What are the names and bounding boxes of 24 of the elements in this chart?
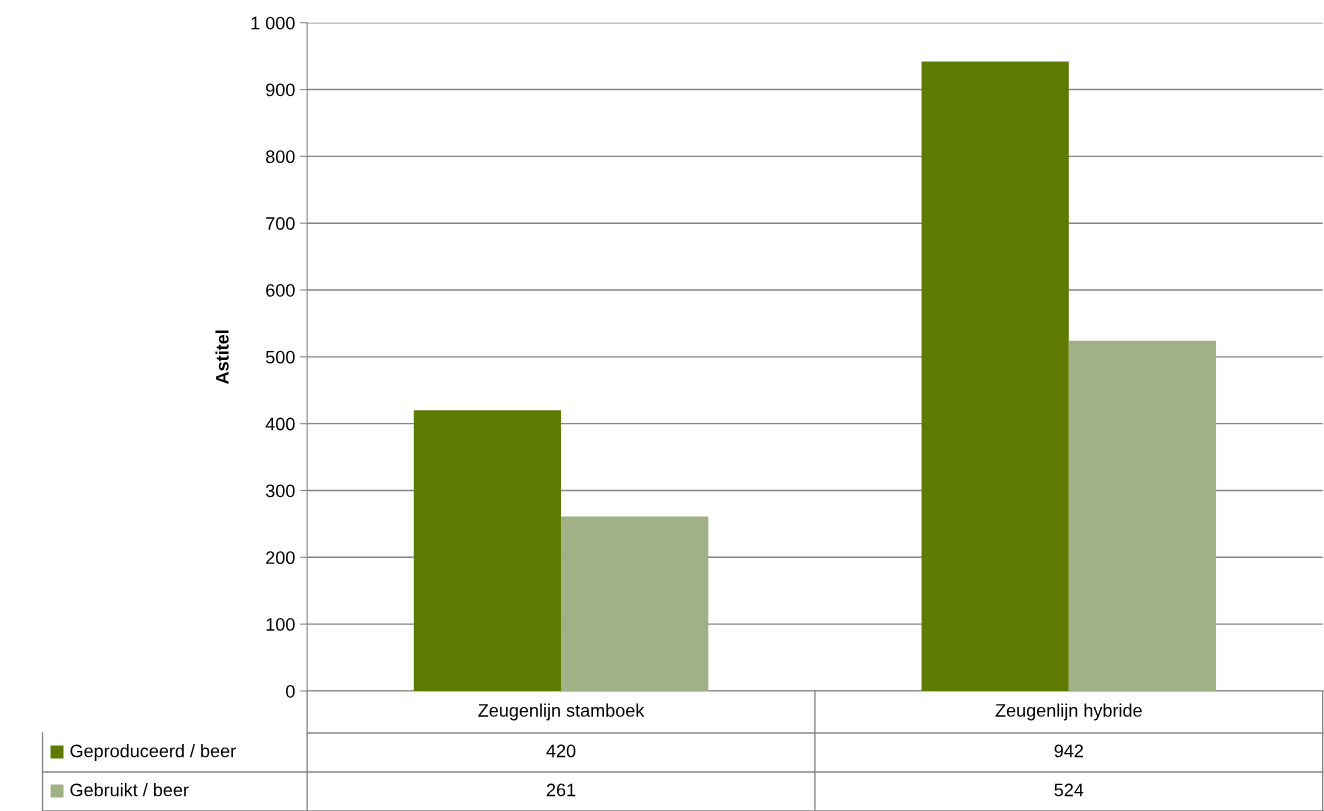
- y-tick-label: 300: [265, 484, 295, 498]
- legend-label: Gebruikt / beer: [70, 783, 189, 797]
- y-tick-label: 400: [265, 417, 295, 431]
- y-tick-label: 900: [266, 83, 295, 97]
- x-tick-label: Zeugenlijn hybride: [995, 703, 1142, 721]
- y-tick-label: 100: [266, 618, 295, 631]
- data-label: 524: [1054, 783, 1084, 797]
- bar: [413, 410, 562, 691]
- y-tick-label: 800: [266, 150, 295, 164]
- y-tick-label: 600: [266, 283, 295, 297]
- y-tick-label: 200: [266, 551, 295, 565]
- x-tick-label: Zeugenlijn stamboek: [478, 703, 645, 721]
- legend-label: Geproduceerd / beer: [70, 744, 236, 761]
- y-axis-title: Astitel: [215, 330, 229, 384]
- y-tick-label: 500: [265, 350, 295, 364]
- y-tick-label: 0: [286, 684, 295, 698]
- data-label: 942: [1054, 744, 1083, 758]
- bar: [1068, 340, 1217, 691]
- data-label: 261: [546, 783, 576, 797]
- y-tick-label: 1 000: [251, 16, 295, 30]
- bar: [561, 516, 709, 691]
- data-label: 420: [546, 744, 576, 758]
- bar: [921, 61, 1069, 691]
- y-tick-label: 700: [266, 217, 295, 230]
